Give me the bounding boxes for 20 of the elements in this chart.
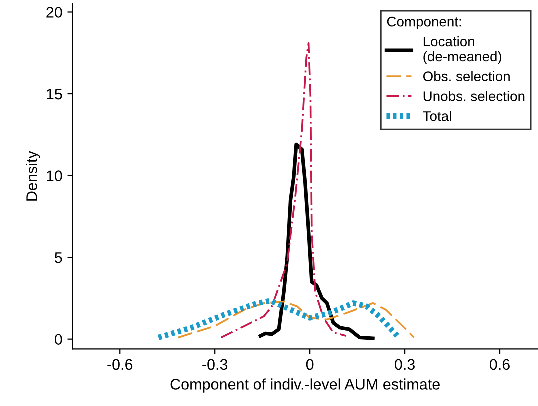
y-tick-label: 20: [46, 7, 62, 18]
y-tick-label: 0: [55, 334, 62, 346]
legend-label: Unobs. selection: [424, 91, 525, 102]
x-axis-title: Component of indiv.-level AUM estimate: [170, 378, 440, 393]
x-tick-label: -0.6: [108, 359, 133, 370]
line-series: [177, 300, 416, 339]
x-tick-label: 0: [306, 359, 314, 370]
legend-label: Total: [423, 111, 452, 122]
legend-title: Component:: [387, 16, 462, 30]
legend-label: Location (de-meaned): [424, 36, 502, 64]
y-tick-label: 5: [55, 252, 62, 264]
line-series: [220, 42, 348, 339]
line-series: [258, 142, 375, 340]
y-axis-title: Density: [26, 151, 40, 201]
y-tick-label: 15: [47, 89, 62, 100]
legend-label: Obs. selection: [423, 71, 510, 82]
x-tick-label: 0.3: [395, 359, 415, 370]
y-tick-label: 10: [47, 170, 62, 182]
x-tick-label: 0.6: [490, 359, 510, 370]
x-tick-label: -0.3: [202, 359, 228, 370]
